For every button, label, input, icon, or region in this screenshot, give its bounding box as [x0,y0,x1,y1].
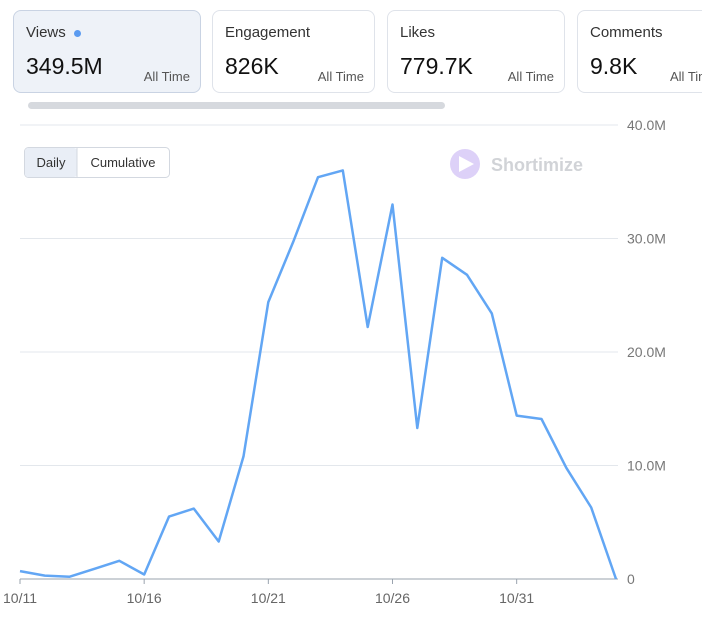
toggle-active[interactable] [25,148,77,177]
y-tick-label: 10.0M [627,458,666,474]
line [19,169,618,580]
card-value: 779.7K [400,53,473,79]
y-tick-label: 30.0M [627,231,666,247]
card-period: All Time [317,69,364,84]
card-label: Likes [400,24,436,41]
card-label: Views [26,24,81,41]
toggle-button[interactable]: Cumulative [90,155,155,170]
y-tick-label: 20.0M [627,344,666,360]
x-tick-label: 10/21 [251,590,286,606]
watermark-logo [450,149,480,179]
stat-card[interactable]: Comments 9.8K All Time [577,10,702,93]
card-label: Engagement [225,24,311,41]
card-label-text: Views [26,24,66,41]
y-tick-label: 0 [627,571,635,587]
card-label: Comments [590,24,663,41]
scrollbar[interactable] [28,102,445,109]
watermark-logo-play [459,156,474,172]
y-tick-label: 40.0M [627,117,666,133]
watermark-text: Shortimize [491,155,583,175]
card-period: All Time [143,69,190,84]
toggle-button[interactable]: Daily [37,155,66,170]
card-value: 826K [225,53,279,79]
x-tick-label: 10/26 [375,590,410,606]
watermark: Shortimize [450,149,583,179]
x-tick-label: 10/11 [3,590,37,606]
chart: Daily Cumulative Shortimize 0 10.0M 20.0M 3… [3,117,666,606]
card-period: All Time [670,69,702,84]
stat-card[interactable]: Likes 779.7K All Time [387,10,565,93]
toggle: Daily Cumulative [24,147,170,178]
card-value: 9.8K [590,53,638,79]
stat-card[interactable]: Views 349.5M All Time [13,10,201,93]
dot [73,29,81,37]
x-tick-label: 10/16 [127,590,162,606]
stat-card[interactable]: Engagement 826K All Time [212,10,375,93]
card-period: All Time [507,69,554,84]
cards: Views 349.5M All Time Engagement 826K Al… [0,0,702,100]
x-tick-label: 10/31 [499,590,534,606]
card-value: 349.5M [26,53,103,79]
